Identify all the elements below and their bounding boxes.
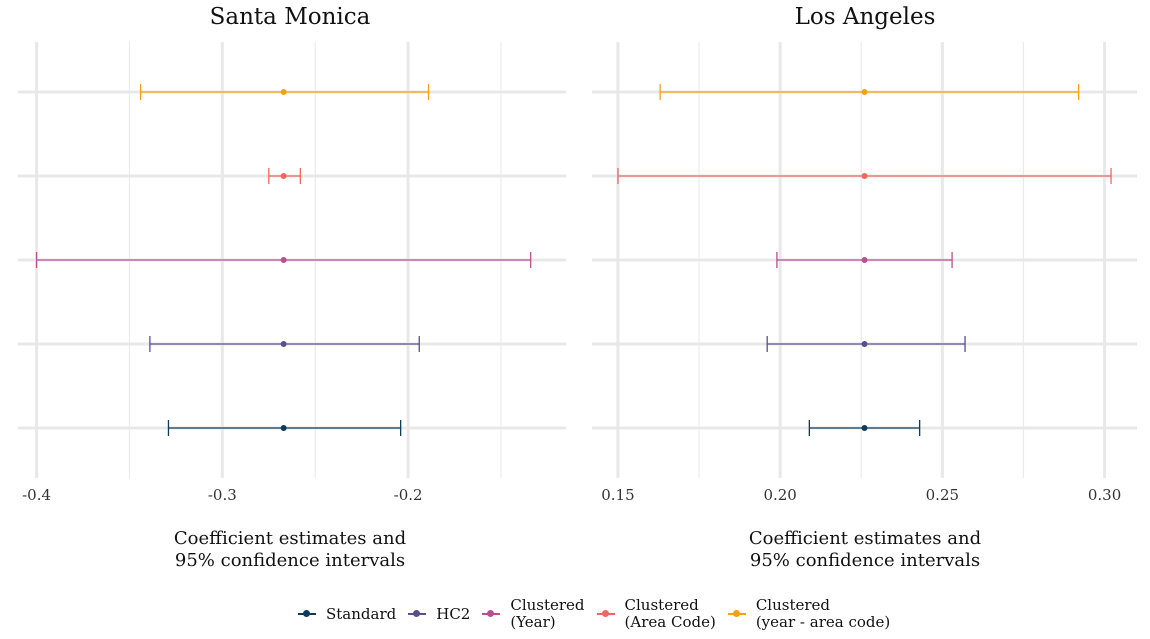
legend-item-hc2: HC2 bbox=[406, 604, 471, 623]
point-estimate bbox=[280, 341, 287, 347]
errorbar-clustered-year-area-code bbox=[139, 84, 430, 100]
point-estimate bbox=[861, 425, 868, 431]
point-estimate bbox=[280, 89, 287, 95]
point-estimate bbox=[861, 89, 868, 95]
panel-title: Los Angeles bbox=[794, 4, 936, 30]
legend-item-clustered-year-area-code: Clustered (year - area code) bbox=[726, 597, 890, 631]
legend-key bbox=[726, 607, 748, 621]
panel-title: Santa Monica bbox=[209, 4, 371, 30]
panel-santa-monica: Santa Monica -0.4 -0.3 -0.2 Coefficient es… bbox=[0, 0, 580, 580]
errorbar-clustered-year-area-code bbox=[659, 84, 1080, 100]
x-axis-label: Coefficient estimates and 95% confidence… bbox=[748, 528, 982, 571]
legend-label: Clustered (Year) bbox=[510, 596, 585, 631]
legend-item-standard: Standard bbox=[296, 604, 397, 623]
point-estimate bbox=[861, 257, 868, 263]
errorbar-clustered-year bbox=[776, 252, 953, 268]
point-estimate bbox=[280, 425, 287, 431]
legend-key bbox=[595, 607, 617, 621]
plot-area: 0.15 0.20 0.25 0.30 bbox=[592, 42, 1137, 504]
x-tick-label: 0.15 bbox=[601, 486, 634, 504]
plot-area: -0.4 -0.3 -0.2 bbox=[18, 42, 566, 504]
legend-key bbox=[406, 607, 428, 621]
errorbar-standard bbox=[808, 420, 921, 436]
x-axis-label: Coefficient estimates and 95% confidence… bbox=[173, 528, 407, 571]
legend-label: Clustered (year - area code) bbox=[755, 596, 891, 631]
errorbar-clustered-area-code bbox=[617, 168, 1112, 184]
point-estimate bbox=[280, 257, 287, 263]
errorbar-hc2 bbox=[766, 336, 966, 352]
legend-label: HC2 bbox=[436, 604, 471, 623]
x-tick-label: -0.2 bbox=[394, 486, 423, 504]
legend-label: Clustered (Area Code) bbox=[624, 596, 716, 631]
errorbar-clustered-area-code bbox=[268, 168, 302, 184]
x-tick-label: -0.3 bbox=[208, 486, 237, 504]
panel-los-angeles: Los Angeles 0.15 0.20 0.25 0.30 Coefficient… bbox=[580, 0, 1150, 580]
point-estimate bbox=[861, 173, 868, 179]
errorbar-hc2 bbox=[149, 336, 420, 352]
point-estimate bbox=[280, 173, 287, 179]
legend-key bbox=[296, 607, 318, 621]
legend-label: Standard bbox=[326, 604, 397, 623]
x-tick-label: 0.25 bbox=[926, 486, 959, 504]
errorbar-standard bbox=[167, 420, 402, 436]
legend-item-clustered-year: Clustered (Year) bbox=[480, 596, 585, 631]
x-tick-label: 0.20 bbox=[763, 486, 796, 504]
x-tick-label: 0.30 bbox=[1088, 486, 1121, 504]
legend-item-clustered-area-code: Clustered (Area Code) bbox=[595, 597, 716, 631]
legend-key bbox=[480, 607, 502, 621]
legend: Standard HC2 Clustered (Year) Clustered … bbox=[296, 594, 900, 634]
point-estimate bbox=[861, 341, 868, 347]
errorbar-clustered-year bbox=[35, 252, 532, 268]
x-tick-label: -0.4 bbox=[22, 486, 51, 504]
